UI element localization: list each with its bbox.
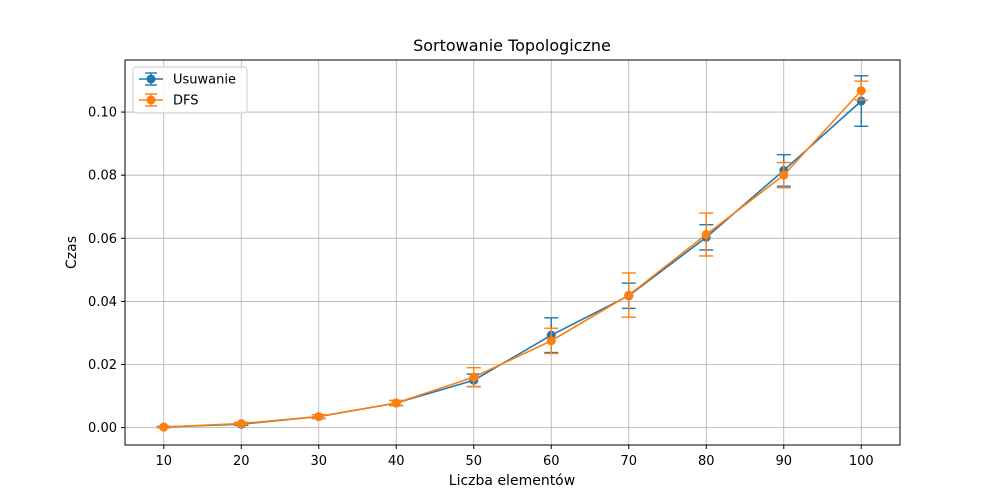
- x-tick-label: 10: [155, 454, 172, 469]
- series-layer: [156, 75, 869, 432]
- x-tick-label: 60: [543, 454, 560, 469]
- series-line: [163, 90, 862, 428]
- legend-marker: [146, 95, 156, 105]
- y-tick-label: 0.08: [88, 169, 117, 184]
- y-axis-label: Czas: [64, 236, 80, 269]
- data-point: [546, 336, 556, 346]
- data-point: [701, 230, 711, 240]
- legend-marker: [146, 74, 156, 84]
- x-tick-label: 80: [698, 454, 715, 469]
- x-tick-label: 50: [465, 454, 482, 469]
- data-point: [624, 290, 634, 300]
- y-tick-label: 0.04: [88, 295, 117, 310]
- x-tick-label: 20: [233, 454, 250, 469]
- data-point: [469, 372, 479, 382]
- data-point: [779, 170, 789, 180]
- data-point: [391, 398, 401, 408]
- legend-item-dfs: DFS: [139, 93, 199, 109]
- data-point: [314, 412, 324, 422]
- x-tick-label: 100: [849, 454, 874, 469]
- data-point: [856, 86, 866, 96]
- x-tick-label: 70: [620, 454, 637, 469]
- chart-title: Sortowanie Topologiczne: [413, 36, 611, 55]
- grid: [125, 60, 900, 445]
- x-tick-label: 30: [310, 454, 327, 469]
- plot-frame: [124, 59, 901, 446]
- x-tick-label: 90: [775, 454, 792, 469]
- y-tick-label: 0.10: [88, 106, 117, 121]
- data-point: [236, 419, 246, 429]
- x-axis-label: Liczba elementów: [449, 473, 575, 489]
- series-dfs: [156, 80, 869, 432]
- legend: Usuwanie DFS: [132, 66, 248, 114]
- data-point: [856, 96, 866, 106]
- ticks: 10 20 30 40 50 60 70 80 90 100 0.00 0.02 0.04 0.06 0.0…: [88, 106, 874, 469]
- data-point: [159, 422, 169, 432]
- x-tick-label: 40: [388, 454, 405, 469]
- y-tick-label: 0.02: [88, 358, 117, 373]
- y-tick-label: 0.06: [88, 232, 117, 247]
- legend-label: Usuwanie: [173, 73, 236, 88]
- legend-item-usuwanie: Usuwanie: [139, 72, 236, 88]
- legend-label: DFS: [173, 94, 199, 109]
- y-tick-label: 0.00: [88, 421, 117, 436]
